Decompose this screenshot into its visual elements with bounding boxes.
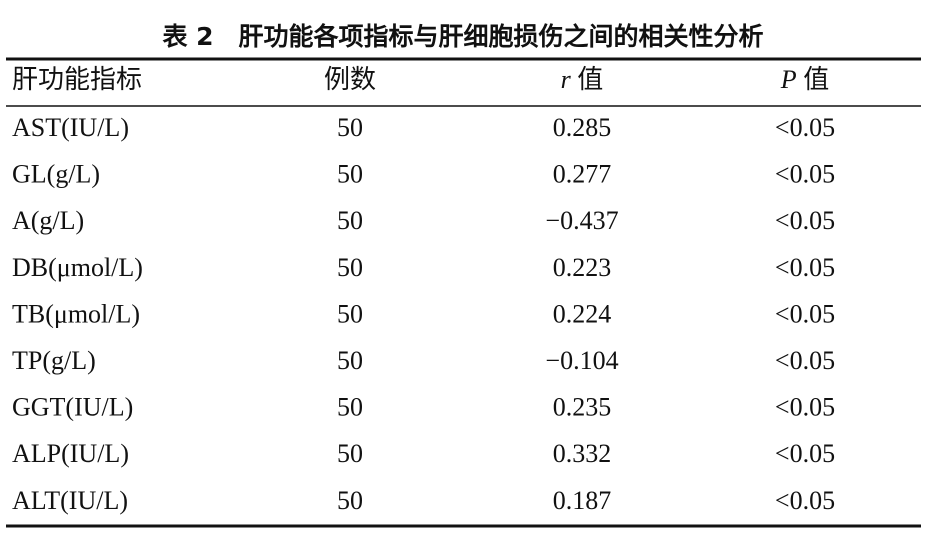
cell: 0.223 [553, 253, 612, 282]
row-label: TP(g/L) [12, 346, 96, 375]
cell: <0.05 [775, 393, 835, 422]
cell: 0.235 [553, 393, 612, 422]
header-cell: P 值 [780, 65, 829, 94]
cell: 50 [337, 393, 363, 422]
cell: 50 [337, 206, 363, 235]
cell: −0.437 [545, 206, 618, 235]
cell: 0.187 [553, 486, 612, 515]
cell: 50 [337, 346, 363, 375]
cell: <0.05 [775, 439, 835, 468]
cell: <0.05 [775, 206, 835, 235]
cell: 50 [337, 113, 363, 142]
cell: 50 [337, 299, 363, 328]
header-cell: 肝功能指标 [12, 65, 142, 94]
cell: <0.05 [775, 346, 835, 375]
row-label: ALP(IU/L) [12, 439, 129, 468]
cell: 50 [337, 486, 363, 515]
cell: −0.104 [545, 346, 618, 375]
row-label: TB(μmol/L) [12, 299, 140, 328]
row-label: AST(IU/L) [12, 113, 129, 142]
cell: <0.05 [775, 253, 835, 282]
cell: 0.285 [553, 113, 612, 142]
row-label: GL(g/L) [12, 160, 100, 189]
cell: 50 [337, 160, 363, 189]
cell: <0.05 [775, 299, 835, 328]
cell: <0.05 [775, 160, 835, 189]
table-title: 表 2 肝功能各项指标与肝细胞损伤之间的相关性分析 [162, 22, 763, 51]
header-cell: 例数 [324, 65, 376, 94]
row-label: GGT(IU/L) [12, 393, 133, 422]
header-cell: r 值 [561, 65, 604, 94]
cell: 0.277 [553, 160, 612, 189]
cell: <0.05 [775, 113, 835, 142]
header-symbol: P [780, 65, 797, 94]
cell: 50 [337, 253, 363, 282]
cell: <0.05 [775, 486, 835, 515]
header-text: 值 [571, 65, 604, 94]
row-label: DB(μmol/L) [12, 253, 143, 282]
cell: 50 [337, 439, 363, 468]
row-label: ALT(IU/L) [12, 486, 128, 515]
row-label: A(g/L) [12, 206, 84, 235]
cell: 0.332 [553, 439, 612, 468]
header-symbol: r [561, 65, 572, 94]
header-text: 值 [797, 65, 830, 94]
cell: 0.224 [553, 299, 612, 328]
